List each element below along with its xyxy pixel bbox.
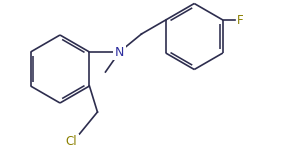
Text: N: N [115, 45, 124, 58]
Text: F: F [237, 13, 243, 26]
Text: Cl: Cl [66, 135, 77, 148]
